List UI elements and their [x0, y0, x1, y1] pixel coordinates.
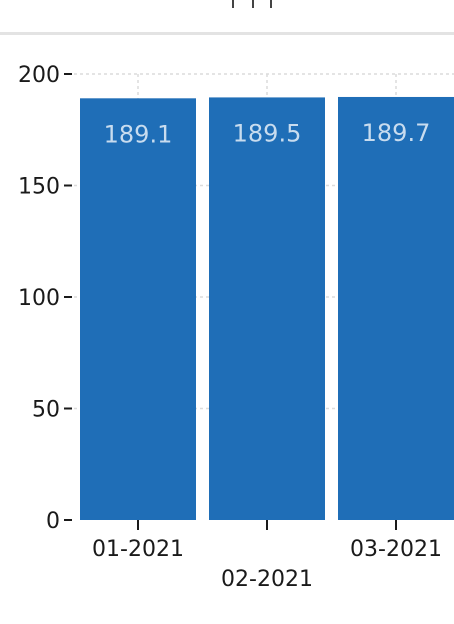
bar-02-2021[interactable]: [209, 97, 325, 520]
data-label: 189.5: [233, 119, 302, 147]
axes: 0 50 100 150 200 01-2021 02-2021 03-2021: [18, 63, 442, 592]
data-label: 189.7: [362, 119, 431, 147]
toolbar-remnant: [252, 0, 254, 8]
bars: 189.1 189.5 189.7: [80, 96, 454, 521]
x-tick-label: 03-2021: [350, 537, 442, 562]
toolbar-remnant: [232, 0, 234, 8]
toolbar-remnant: [270, 0, 272, 8]
data-label: 189.1: [104, 120, 173, 148]
y-tick-label: 200: [18, 63, 60, 88]
x-tick-label: 02-2021: [221, 567, 313, 592]
y-tick-label: 100: [18, 286, 60, 311]
y-tick-label: 50: [32, 398, 60, 423]
y-tick-label: 150: [18, 175, 60, 200]
bar-03-2021[interactable]: [338, 96, 454, 521]
bar-01-2021[interactable]: [80, 98, 196, 520]
header-separator: [0, 32, 454, 35]
x-tick-label: 01-2021: [92, 537, 184, 562]
y-tick-label: 0: [46, 509, 60, 534]
